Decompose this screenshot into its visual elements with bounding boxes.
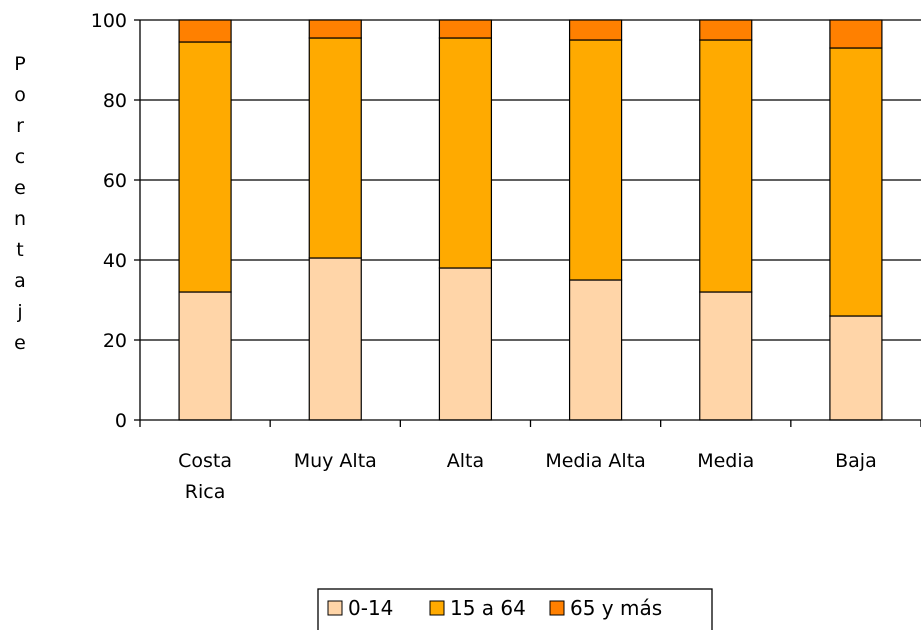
bar-segment [308,19,362,39]
y-tick-label: 60 [103,170,127,192]
y-axis-label-char: t [16,239,23,261]
y-axis-label-char: a [14,270,26,292]
y-tick-label: 100 [91,10,127,32]
bar-segment [438,37,493,269]
x-category-label: Muy Alta [294,450,377,472]
bar-segment [829,19,883,49]
y-tick-label: 40 [103,250,127,272]
legend-swatch [429,600,445,616]
x-category-label: Costa [178,450,232,472]
y-tick-label: 20 [103,330,127,352]
bar-segment [699,19,753,41]
bar-segment [699,291,753,421]
axes [134,19,921,427]
x-category-labels: Costa Rica Muy Alta Alta Media Alta Media Baja [178,450,877,503]
legend-label: 65 y más [570,596,662,620]
y-axis-label-char: j [16,301,22,323]
legend-label: 15 a 64 [450,596,526,620]
bar-segment [178,291,232,421]
bar-segment [308,37,362,259]
bar-segment [829,315,883,421]
y-axis-label-char: e [14,332,26,354]
legend-label: 0-14 [348,596,393,620]
bar-segment [438,267,493,421]
y-tick-label: 0 [115,410,127,432]
x-category-label: Rica [185,481,226,503]
bar-segment [438,19,493,39]
bar-segment [178,41,232,293]
bar-segment [178,19,232,43]
x-category-label: Alta [447,450,484,472]
legend-swatch [549,600,565,616]
y-axis-label-char: o [14,84,26,106]
x-category-label: Baja [835,450,877,472]
y-axis-label-char: n [14,208,26,230]
y-axis-label-char: r [16,115,24,137]
gridlines [140,19,921,341]
bar-segment [568,39,623,281]
legend: 0-14 15 a 64 65 y más [317,588,713,630]
x-category-label: Media Alta [545,450,645,472]
bar-segment [699,39,753,293]
bar-segment [568,19,623,41]
y-tick-labels: 0 20 40 60 80 100 [91,10,127,432]
bar-segment [568,279,623,421]
x-category-label: Media [697,450,754,472]
y-axis-label-char: e [14,177,26,199]
y-axis-label-char: P [14,53,25,75]
legend-box [317,588,713,630]
bar-segment [308,257,362,421]
bar-stacks [178,19,883,421]
legend-swatch [327,600,343,616]
bar-segment [829,47,883,317]
y-tick-label: 80 [103,90,127,112]
y-axis-label-char: c [15,146,25,168]
